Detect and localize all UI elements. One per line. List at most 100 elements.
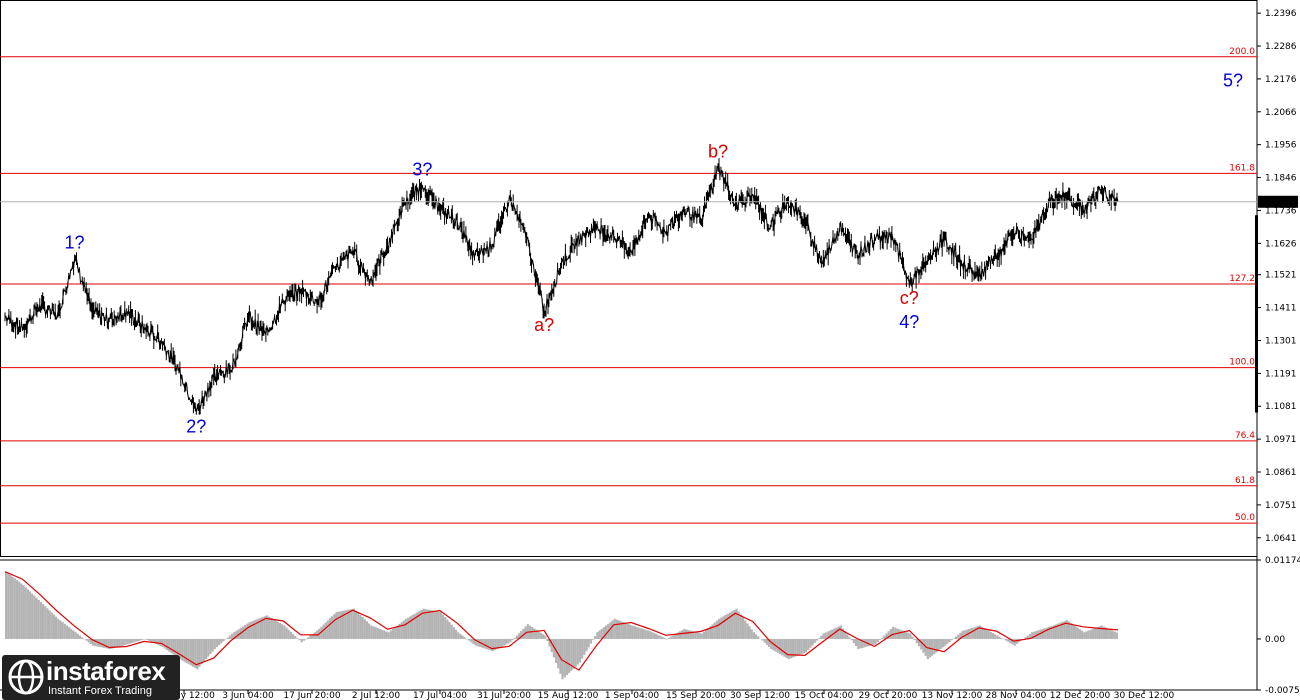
osc-bar <box>244 625 247 639</box>
osc-bar <box>291 633 295 639</box>
osc-bar <box>294 636 297 639</box>
fib-label-76.4: 76.4 <box>1235 431 1255 441</box>
osc-bar <box>283 625 286 639</box>
osc-bar <box>298 638 301 641</box>
osc-bar <box>276 621 279 639</box>
time-tick-label: 30 Dec 12:00 <box>1114 691 1175 700</box>
osc-bar <box>485 638 488 650</box>
osc-bar <box>711 624 714 639</box>
osc-bar <box>648 630 651 639</box>
osc-bar <box>757 636 760 639</box>
osc-bar <box>39 601 42 639</box>
osc-bar <box>563 638 566 678</box>
osc-bar <box>309 635 312 639</box>
osc-bar <box>887 631 890 639</box>
osc-bar <box>402 620 406 639</box>
osc-bar <box>194 638 197 668</box>
osc-bar <box>457 632 460 639</box>
osc-bar <box>578 638 582 663</box>
osc-bar <box>1111 630 1114 639</box>
osc-bar <box>824 632 827 639</box>
osc-bar <box>670 636 673 639</box>
osc-bar <box>604 625 608 639</box>
osc-bar <box>337 611 340 639</box>
osc-bar <box>181 638 184 661</box>
osc-bar <box>339 611 342 639</box>
osc-bar <box>541 634 545 639</box>
osc-bar <box>694 631 697 639</box>
osc-bar <box>909 633 912 639</box>
osc-bar <box>996 635 999 639</box>
osc-bar <box>320 626 323 639</box>
osc-bar <box>628 624 632 639</box>
osc-bar <box>48 610 51 639</box>
osc-bar <box>509 638 512 643</box>
osc-bar <box>1052 625 1055 639</box>
osc-bar <box>844 631 847 639</box>
osc-bar <box>504 638 508 645</box>
osc-bar <box>463 637 466 639</box>
osc-bar <box>724 614 727 639</box>
osc-bar <box>89 638 92 644</box>
osc-bar <box>954 636 958 639</box>
osc-bar <box>818 638 821 639</box>
osc-bar <box>118 638 121 647</box>
fib-label-50.0: 50.0 <box>1235 513 1255 523</box>
osc-bar <box>418 611 421 639</box>
osc-bar <box>681 630 684 639</box>
osc-bar <box>796 638 799 656</box>
osc-bar <box>1059 622 1062 639</box>
osc-bar <box>141 638 145 640</box>
osc-bar <box>489 638 492 651</box>
osc-bar <box>622 622 625 639</box>
osc-bar <box>500 638 503 647</box>
osc-bar <box>626 623 629 639</box>
osc-bar <box>431 610 434 639</box>
price-tick-label: 1.1301 <box>1265 336 1297 346</box>
osc-bar <box>502 638 506 646</box>
osc-bar <box>1102 626 1105 639</box>
time-tick-label: 28 Nov 04:00 <box>986 691 1047 700</box>
osc-bar <box>657 634 660 639</box>
osc-bar <box>148 638 151 641</box>
price-tick-label: 1.2066 <box>1265 108 1297 118</box>
osc-bar <box>637 627 640 639</box>
osc-bar <box>613 618 616 639</box>
osc-bar <box>1048 626 1051 639</box>
osc-bar <box>13 578 16 639</box>
osc-bar <box>598 630 601 639</box>
osc-bar <box>900 630 903 639</box>
osc-bar <box>939 638 942 650</box>
osc-bar <box>165 638 169 651</box>
osc-bar <box>913 638 916 640</box>
osc-bar <box>209 638 212 655</box>
osc-bar <box>672 635 675 639</box>
osc-bar <box>861 638 864 648</box>
osc-bar <box>785 638 788 658</box>
osc-bar <box>585 638 588 652</box>
osc-bar <box>1015 638 1019 644</box>
osc-bar <box>1091 628 1095 639</box>
osc-bar <box>348 609 351 639</box>
osc-bar <box>120 638 123 647</box>
osc-bar <box>250 621 253 639</box>
osc-bar <box>139 638 142 641</box>
osc-bar <box>1074 626 1077 639</box>
osc-bar <box>907 632 910 639</box>
osc-bar <box>287 629 290 639</box>
osc-bar <box>246 623 249 639</box>
osc-bar <box>1107 628 1110 639</box>
logo-tagline: Instant Forex Trading <box>48 685 152 697</box>
osc-bar <box>583 638 586 655</box>
fib-label-200.0: 200.0 <box>1229 47 1255 57</box>
osc-bar <box>1033 631 1036 639</box>
osc-bar <box>709 626 712 639</box>
osc-bar <box>218 638 221 646</box>
osc-bar <box>65 625 69 639</box>
osc-bar <box>452 627 456 639</box>
osc-bar <box>357 612 360 639</box>
osc-bar <box>54 616 58 639</box>
osc-bar <box>898 629 901 639</box>
time-tick-label: 17 Jul 04:00 <box>413 691 467 700</box>
osc-bar <box>868 638 871 647</box>
